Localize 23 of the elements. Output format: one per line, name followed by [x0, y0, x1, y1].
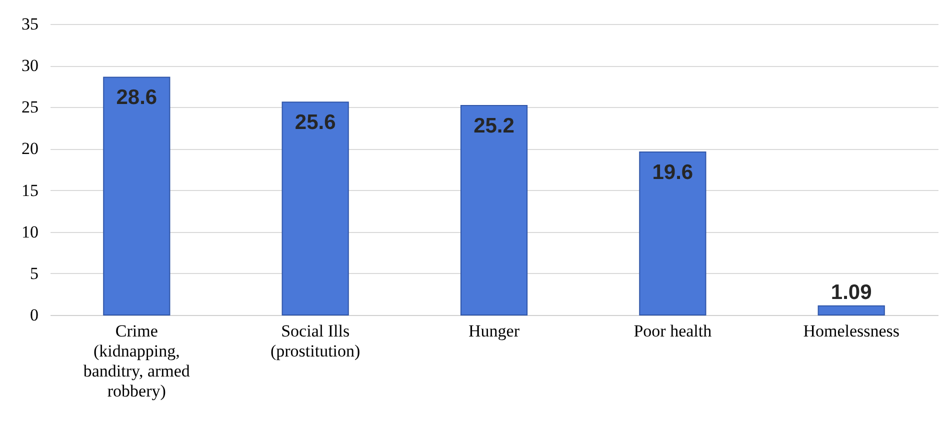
data-label: 28.6 [116, 86, 158, 110]
y-tick-label: 30 [22, 56, 38, 76]
y-tick-label: 25 [22, 98, 38, 117]
x-tick-label: Social Ills (prostitution) [270, 322, 360, 360]
y-tick-label: 0 [30, 306, 38, 324]
x-tick-label: Crime (kidnapping, banditry, armed robbery) [83, 322, 190, 400]
data-label: 1.09 [830, 280, 872, 304]
bar [639, 152, 706, 316]
data-label: 19.6 [652, 161, 694, 184]
bar [460, 104, 528, 316]
y-tick-label: 15 [22, 180, 38, 200]
x-tick-label: Hunger [468, 322, 520, 340]
y-tick-label: 20 [22, 139, 38, 158]
y-tick-label: 5 [30, 264, 38, 283]
data-label: 25.2 [474, 114, 514, 138]
x-tick-label: Homelessness [803, 322, 900, 340]
x-tick-label: Poor health [634, 322, 712, 340]
bar [282, 102, 349, 316]
data-label: 25.6 [294, 111, 336, 134]
y-tick-label: 10 [22, 222, 38, 242]
y-tick-label: 35 [22, 14, 38, 34]
bar [818, 305, 885, 316]
bar [103, 76, 170, 316]
